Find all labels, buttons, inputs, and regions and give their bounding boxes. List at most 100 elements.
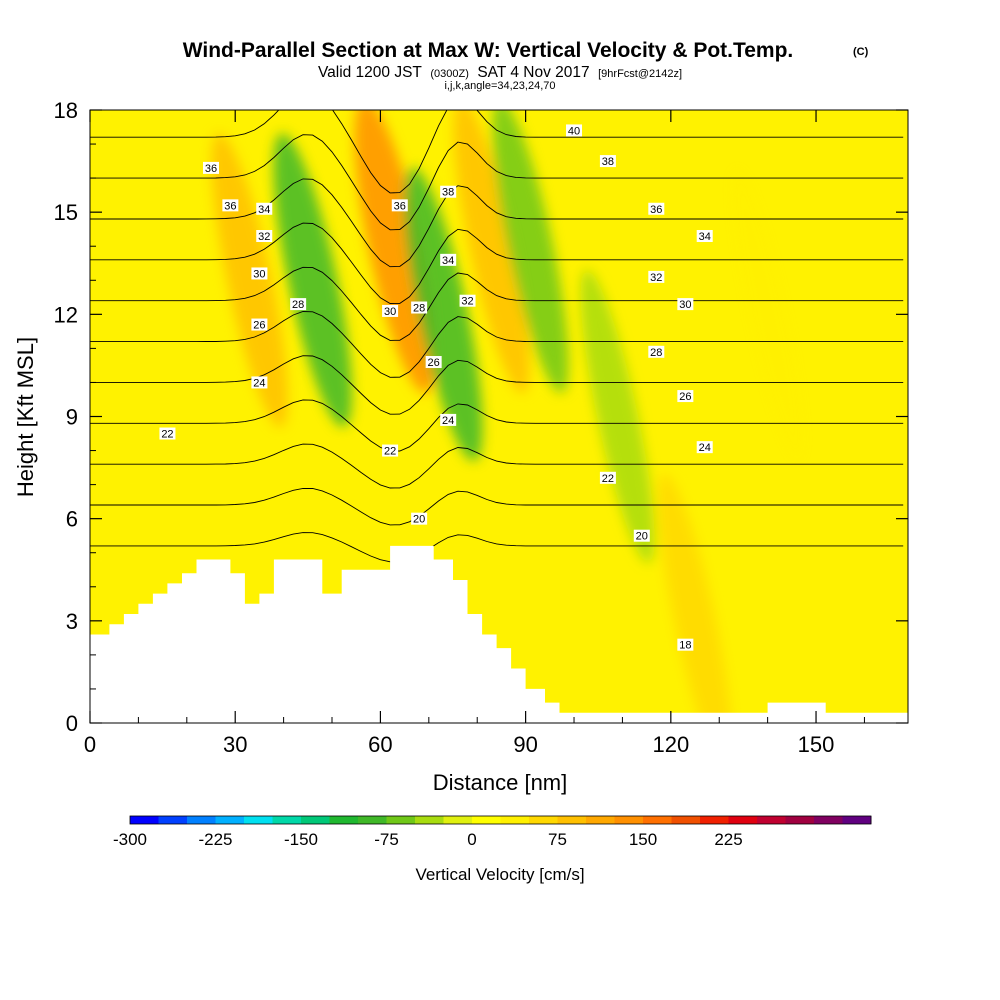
- colorbar-swatch: [671, 816, 701, 824]
- colorbar-swatch: [187, 816, 216, 824]
- colorbar-tick--75: -75: [374, 830, 399, 849]
- y-tick-label-9: 9: [66, 405, 78, 430]
- contour-label-8: 22: [161, 429, 173, 441]
- colorbar-swatch: [529, 816, 558, 824]
- colorbar-swatch: [814, 816, 843, 824]
- contour-label-18: 20: [413, 514, 425, 526]
- contour-label-19: 40: [568, 125, 580, 137]
- contour-label-bg-12: [425, 356, 442, 369]
- subtitle-utc: (0300Z): [430, 68, 469, 80]
- theta-contour-24: [90, 399, 904, 452]
- contour-label-bg-28: [599, 471, 616, 484]
- contour-label-bg-25: [648, 345, 665, 358]
- y-axis-label: Height [Kft MSL]: [13, 337, 38, 497]
- theta-contour-26: [90, 355, 904, 415]
- contour-label-bg-11: [411, 301, 428, 314]
- contour-label-29: 20: [636, 531, 648, 543]
- contour-label-0: 36: [205, 163, 217, 175]
- contour-label-bg-9: [391, 199, 408, 212]
- vv-cell-down-6: [580, 269, 655, 564]
- colorbar-swatch: [586, 816, 615, 824]
- contour-label-22: 34: [699, 231, 711, 243]
- contour-label-bg-21: [648, 202, 665, 215]
- colorbar-swatch: [215, 816, 245, 824]
- x-tick-label-90: 90: [513, 732, 537, 757]
- contour-label-bg-3: [256, 230, 273, 243]
- chart-subtitle: Valid 1200 JST (0300Z) SAT 4 Nov 2017 [9…: [318, 64, 682, 81]
- colorbar-swatch: [329, 816, 359, 824]
- colorbar-swatch: [643, 816, 672, 824]
- contour-label-3: 32: [258, 231, 270, 243]
- contour-label-bg-20: [599, 155, 616, 168]
- theta-contour-38: [90, 110, 904, 194]
- colorbar-frame: [129, 815, 872, 825]
- contour-label-26: 26: [679, 391, 691, 403]
- subtitle-date: SAT 4 Nov 2017: [477, 64, 589, 81]
- theta-contour-30: [90, 266, 904, 341]
- y-tick-label-6: 6: [66, 507, 78, 532]
- contour-label-17: 22: [384, 446, 396, 458]
- vv-cell-up-8: [658, 474, 732, 723]
- contour-label-bg-27: [696, 441, 713, 454]
- y-tick-label-3: 3: [66, 609, 78, 634]
- contour-label-bg-16: [440, 413, 457, 426]
- contour-labels: 36 36 34 32 30 28 26 24 22 36 30 28 26 38 34 32 24 22 20 40…: [159, 124, 713, 652]
- colorbar-swatch: [472, 816, 501, 824]
- vv-cell-up-4: [453, 110, 530, 394]
- contour-label-bg-19: [566, 124, 583, 137]
- contour-label-15: 32: [461, 296, 473, 308]
- plot-area: 36 36 34 32 30 28 26 24 22 36 30 28 26 38 34 32 24 22 20 40…: [90, 110, 908, 723]
- colorbar-swatch: [130, 816, 159, 824]
- contour-label-bg-24: [677, 298, 694, 311]
- contour-label-20: 38: [602, 156, 614, 168]
- colorbar-swatch: [386, 816, 416, 824]
- contour-label-bg-13: [440, 185, 457, 198]
- subtitle-fcst: [9hrFcst@2142z]: [598, 68, 682, 80]
- theta-contour-28: [90, 311, 904, 378]
- y-tick-label-0: 0: [66, 711, 78, 736]
- theta-contour-32: [90, 222, 904, 304]
- contour-label-bg-6: [251, 318, 268, 331]
- vv-cell-up-2: [354, 110, 436, 394]
- colorbar-swatch: [301, 816, 330, 824]
- theta-contour-18: [90, 532, 904, 563]
- colorbar-swatch: [842, 816, 872, 824]
- contour-label-30: 18: [679, 640, 691, 652]
- contour-label-bg-29: [633, 529, 650, 542]
- x-tick-label-120: 120: [652, 732, 689, 757]
- contour-label-21: 36: [650, 204, 662, 216]
- contour-label-5: 28: [292, 299, 304, 311]
- vv-cell-down-3: [404, 167, 483, 462]
- contour-label-bg-15: [459, 294, 476, 307]
- contour-label-28: 22: [602, 473, 614, 485]
- colorbar-swatch: [158, 816, 188, 824]
- y-tick-label-15: 15: [54, 200, 78, 225]
- contour-label-bg-22: [696, 230, 713, 243]
- y-tick-label-12: 12: [54, 302, 78, 327]
- colorbar-tick--225: -225: [198, 830, 232, 849]
- contour-label-6: 26: [253, 320, 265, 332]
- contour-label-13: 38: [442, 187, 454, 199]
- colorbar-swatch: [785, 816, 815, 824]
- contour-label-23: 32: [650, 272, 662, 284]
- colorbar-swatch: [500, 816, 530, 824]
- contour-label-bg-10: [382, 304, 399, 317]
- potential-temperature-contours: [90, 110, 904, 563]
- contour-label-12: 26: [428, 357, 440, 369]
- colorbar-swatch: [358, 816, 387, 824]
- contour-label-bg-4: [251, 267, 268, 280]
- colorbar-tick-225: 225: [714, 830, 742, 849]
- colorbar-swatch: [557, 816, 587, 824]
- theta-contour-36: [90, 134, 904, 231]
- theta-contour-20: [90, 487, 904, 526]
- colorbar-swatch: [244, 816, 273, 824]
- x-tick-label-150: 150: [798, 732, 835, 757]
- contour-label-16: 24: [442, 415, 454, 427]
- x-tick-label-60: 60: [368, 732, 392, 757]
- colorbar-swatch: [415, 816, 444, 824]
- contour-label-11: 28: [413, 303, 425, 315]
- chart-title: Wind-Parallel Section at Max W: Vertical…: [183, 39, 794, 62]
- colorbar-tick-75: 75: [548, 830, 567, 849]
- contour-label-bg-7: [251, 376, 268, 389]
- contour-label-bg-0: [203, 161, 220, 174]
